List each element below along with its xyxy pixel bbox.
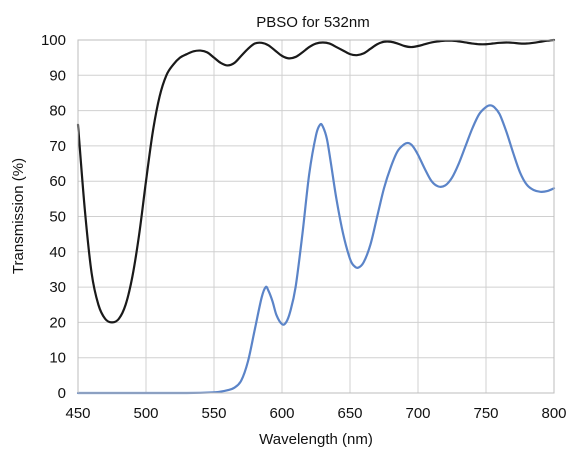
- x-tick-label: 800: [541, 405, 566, 422]
- y-tick-label: 50: [49, 209, 66, 226]
- series-line-2: [76, 104, 556, 395]
- x-tick-label: 550: [201, 405, 226, 422]
- x-tick-label: 700: [405, 405, 430, 422]
- y-tick-label: 80: [49, 103, 66, 120]
- x-tick-label: 650: [337, 405, 362, 422]
- x-tick-label: 500: [133, 405, 158, 422]
- x-axis-tick-labels: 450 500 550 600 650 700 750 800: [65, 405, 566, 422]
- plot-frame: [77, 39, 555, 394]
- y-tick-label: 40: [49, 244, 66, 261]
- series-layer: [76, 38, 556, 395]
- plot-area: [76, 38, 556, 395]
- x-tick-label: 750: [473, 405, 498, 422]
- chart-title: PBSO for 532nm: [256, 14, 369, 31]
- y-axis-title: Transmission (%): [10, 158, 27, 274]
- y-tick-label: 100: [41, 32, 66, 49]
- y-tick-label: 20: [49, 314, 66, 331]
- x-axis-title: Wavelength (nm): [259, 431, 373, 448]
- x-tick-label: 450: [65, 405, 90, 422]
- y-axis-tick-labels: 0 10 20 30 40 50 60 70 80 90 100: [41, 32, 66, 402]
- y-tick-label: 0: [58, 385, 66, 402]
- y-tick-label: 30: [49, 279, 66, 296]
- y-tick-label: 70: [49, 138, 66, 155]
- series-line-1: [76, 38, 556, 324]
- y-tick-label: 10: [49, 350, 66, 367]
- y-tick-label: 90: [49, 67, 66, 84]
- y-tick-label: 60: [49, 173, 66, 190]
- x-tick-label: 600: [269, 405, 294, 422]
